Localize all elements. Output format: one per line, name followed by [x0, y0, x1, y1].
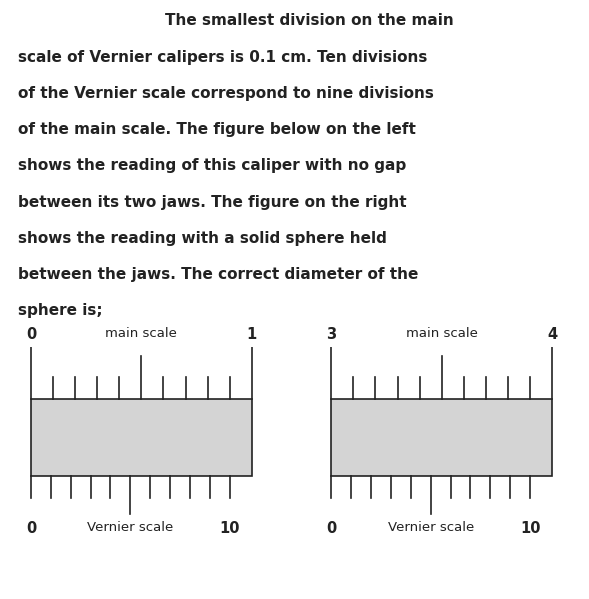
Bar — [331, 400, 552, 476]
Text: 0: 0 — [26, 521, 36, 536]
Text: 10: 10 — [220, 521, 240, 536]
Text: of the main scale. The figure below on the left: of the main scale. The figure below on t… — [18, 122, 416, 137]
Text: 4: 4 — [547, 327, 557, 342]
Text: The smallest division on the main: The smallest division on the main — [165, 13, 454, 28]
Text: of the Vernier scale correspond to nine divisions: of the Vernier scale correspond to nine … — [18, 86, 434, 101]
Text: 10: 10 — [520, 521, 540, 536]
Text: Vernier scale: Vernier scale — [87, 521, 173, 534]
Text: shows the reading with a solid sphere held: shows the reading with a solid sphere he… — [18, 231, 386, 246]
Text: 0: 0 — [326, 521, 336, 536]
Text: 0: 0 — [26, 327, 36, 342]
Text: main scale: main scale — [406, 328, 478, 340]
Text: shows the reading of this caliper with no gap: shows the reading of this caliper with n… — [18, 158, 406, 173]
Bar — [31, 400, 252, 476]
Text: between its two jaws. The figure on the right: between its two jaws. The figure on the … — [18, 195, 406, 210]
Text: 1: 1 — [247, 327, 257, 342]
Text: main scale: main scale — [105, 328, 177, 340]
Text: Vernier scale: Vernier scale — [388, 521, 474, 534]
Text: 3: 3 — [326, 327, 336, 342]
Text: between the jaws. The correct diameter of the: between the jaws. The correct diameter o… — [18, 267, 418, 282]
Text: scale of Vernier calipers is 0.1 cm. Ten divisions: scale of Vernier calipers is 0.1 cm. Ten… — [18, 50, 427, 65]
Text: sphere is;: sphere is; — [18, 303, 102, 318]
